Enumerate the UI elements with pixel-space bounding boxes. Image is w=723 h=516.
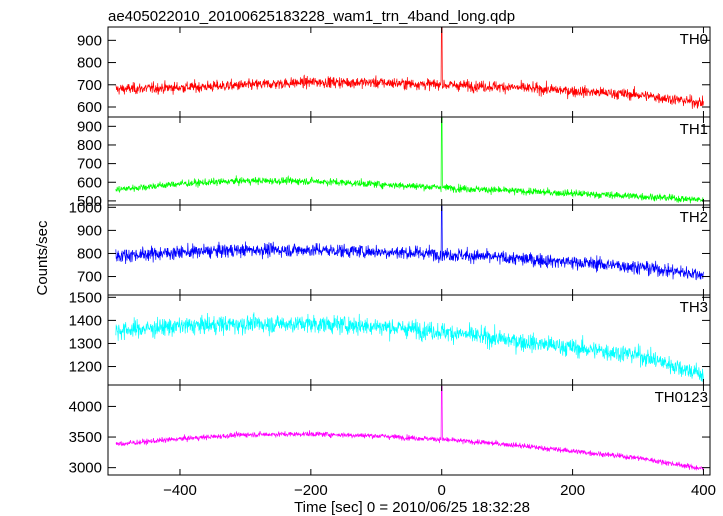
y-tick-label-th3: 1300 (69, 335, 102, 352)
panel-frame-th0123 (107, 384, 711, 476)
y-tick-label-th2: 800 (77, 245, 102, 262)
y-tick-label-th0123: 4000 (69, 398, 102, 415)
y-tick-label-th1: 900 (77, 118, 102, 135)
series-line-th3 (115, 312, 704, 382)
y-tick-label-th0: 800 (77, 55, 102, 72)
y-tick-label-th3: 1200 (69, 359, 102, 376)
panel-label-th2: TH2 (680, 209, 708, 226)
panel-label-th3: TH3 (680, 299, 708, 316)
y-tick-label-th1: 700 (77, 156, 102, 173)
y-axis-label: Counts/sec (34, 220, 51, 296)
y-tick-label-th1: 800 (77, 137, 102, 154)
panel-label-th0123: TH0123 (655, 389, 708, 406)
panel-frame-th1 (107, 116, 711, 206)
y-tick-label-th0123: 3000 (69, 460, 102, 477)
x-tick-label: 200 (560, 482, 585, 499)
x-tick-label: −400 (163, 482, 197, 499)
series-layer (115, 27, 704, 471)
y-tick-label-th0: 600 (77, 99, 102, 116)
panel-frame-th0 (107, 26, 711, 118)
series-line-th2 (115, 205, 704, 281)
y-tick-label-th0: 700 (77, 77, 102, 94)
y-tick-label-th1: 600 (77, 174, 102, 191)
y-tick-label-th0: 900 (77, 32, 102, 49)
y-tick-label-th3: 1500 (69, 289, 102, 306)
chart-title: ae405022010_20100625183228_wam1_trn_4ban… (108, 8, 515, 25)
y-tick-label-th2: 700 (77, 269, 102, 286)
panel-label-th1: TH1 (680, 121, 708, 138)
y-tick-label-th0123: 3500 (69, 429, 102, 446)
y-tick-label-th1: 500 (77, 193, 102, 210)
y-tick-label-th2: 900 (77, 222, 102, 239)
series-line-th0123 (115, 385, 704, 471)
y-tick-label-th3: 1400 (69, 312, 102, 329)
panel-frame-th3 (107, 294, 711, 386)
x-tick-label: 0 (438, 482, 446, 499)
series-line-th0 (115, 27, 704, 109)
x-axis-label: Time [sec] 0 = 2010/06/25 18:32:28 (294, 499, 530, 516)
panel-label-th0: TH0 (680, 31, 708, 48)
y-tick-label-th2: 1000 (69, 199, 102, 216)
x-tick-label: −200 (294, 482, 328, 499)
series-line-th1 (115, 117, 704, 204)
x-tick-label: 400 (691, 482, 716, 499)
